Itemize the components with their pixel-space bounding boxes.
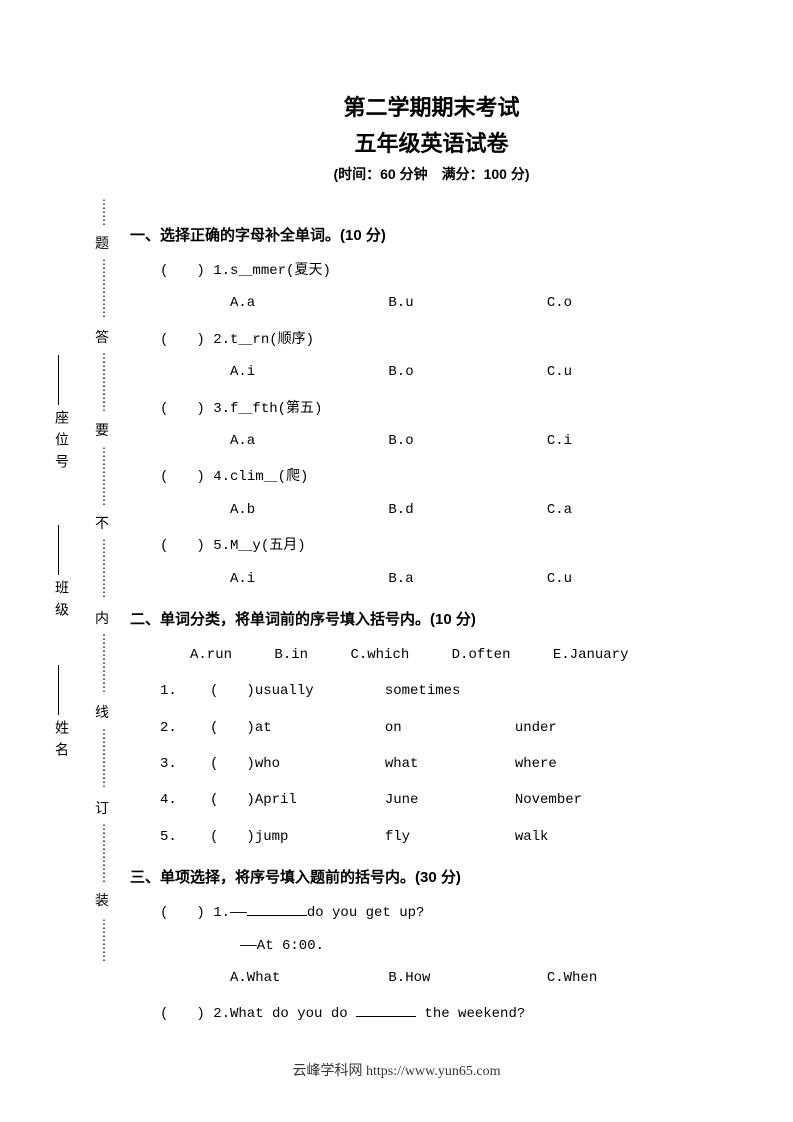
section-3-title: 三、单项选择，将序号填入题前的括号内。(30 分) xyxy=(130,866,733,890)
q1-1: ( ) 1.s＿mmer(夏天) xyxy=(160,260,733,282)
blank xyxy=(247,902,307,916)
exam-title-1: 第二学期期末考试 xyxy=(130,90,733,122)
sidebar-labels: 姓名 班级 座位号 xyxy=(50,200,80,960)
char-da: 答 xyxy=(95,327,109,347)
cat-row-3: 3.( )whowhatwhere xyxy=(160,753,733,775)
seat-line xyxy=(58,355,59,405)
q1-3: ( ) 3.f＿fth(第五) xyxy=(160,398,733,420)
q3-1-line2: ——At 6:00. xyxy=(240,935,733,957)
q1-5-opts: A.i B.a C.u xyxy=(230,568,733,590)
q3-1: ( ) 1.——do you get up? xyxy=(160,902,733,924)
exam-content: 一、选择正确的字母补全单词。(10 分) ( ) 1.s＿mmer(夏天) A.… xyxy=(130,224,733,1026)
dotted-line-column: ⋮⋮⋮⋮⋮ 装 ⋮⋮⋮⋮⋮⋮⋮ 订 ⋮⋮⋮⋮⋮⋮⋮ 线 ⋮⋮⋮⋮⋮⋮⋮ 内 ⋮⋮… xyxy=(98,200,118,960)
word-bank: A.run B.in C.which D.often E.January xyxy=(190,644,733,666)
q1-3-opts: A.a B.o C.i xyxy=(230,430,733,452)
char-yao: 要 xyxy=(95,420,109,440)
exam-subtitle: (时间：60 分钟 满分：100 分) xyxy=(130,164,733,184)
binding-sidebar: 姓名 班级 座位号 ⋮⋮⋮⋮⋮ 装 ⋮⋮⋮⋮⋮⋮⋮ 订 ⋮⋮⋮⋮⋮⋮⋮ 线 ⋮⋮… xyxy=(50,200,120,960)
char-bu: 不 xyxy=(95,513,109,533)
label-class: 班级 xyxy=(50,580,70,624)
exam-header: 第二学期期末考试 五年级英语试卷 (时间：60 分钟 满分：100 分) xyxy=(130,90,733,184)
blank xyxy=(356,1003,416,1017)
section-2-title: 二、单词分类，将单词前的序号填入括号内。(10 分) xyxy=(130,608,733,632)
char-ti: 题 xyxy=(95,233,109,253)
q1-5: ( ) 5.M＿y(五月) xyxy=(160,535,733,557)
q3-2: ( ) 2.What do you do the weekend? xyxy=(160,1003,733,1025)
exam-title-2: 五年级英语试卷 xyxy=(130,126,733,158)
q1-4-opts: A.b B.d C.a xyxy=(230,499,733,521)
name-line xyxy=(58,665,59,715)
char-xian: 线 xyxy=(95,702,109,722)
section-1-title: 一、选择正确的字母补全单词。(10 分) xyxy=(130,224,733,248)
cat-row-5: 5.( )jumpflywalk xyxy=(160,826,733,848)
q1-4: ( ) 4.clim＿(爬) xyxy=(160,466,733,488)
footer: 云峰学科网 https://www.yun65.com xyxy=(0,1060,793,1080)
char-nei: 内 xyxy=(95,608,109,628)
class-line xyxy=(58,525,59,575)
label-seat: 座位号 xyxy=(50,410,70,476)
char-zhuang: 装 xyxy=(95,890,109,910)
label-name: 姓名 xyxy=(50,720,70,764)
cat-row-1: 1.( )usuallysometimes xyxy=(160,680,733,702)
q1-2: ( ) 2.t＿rn(顺序) xyxy=(160,329,733,351)
char-ding: 订 xyxy=(95,798,109,818)
q1-2-opts: A.i B.o C.u xyxy=(230,361,733,383)
cat-row-4: 4.( )AprilJuneNovember xyxy=(160,789,733,811)
q1-1-opts: A.a B.u C.o xyxy=(230,292,733,314)
cat-row-2: 2.( )atonunder xyxy=(160,717,733,739)
q3-1-opts: A.What B.How C.When xyxy=(230,967,733,989)
